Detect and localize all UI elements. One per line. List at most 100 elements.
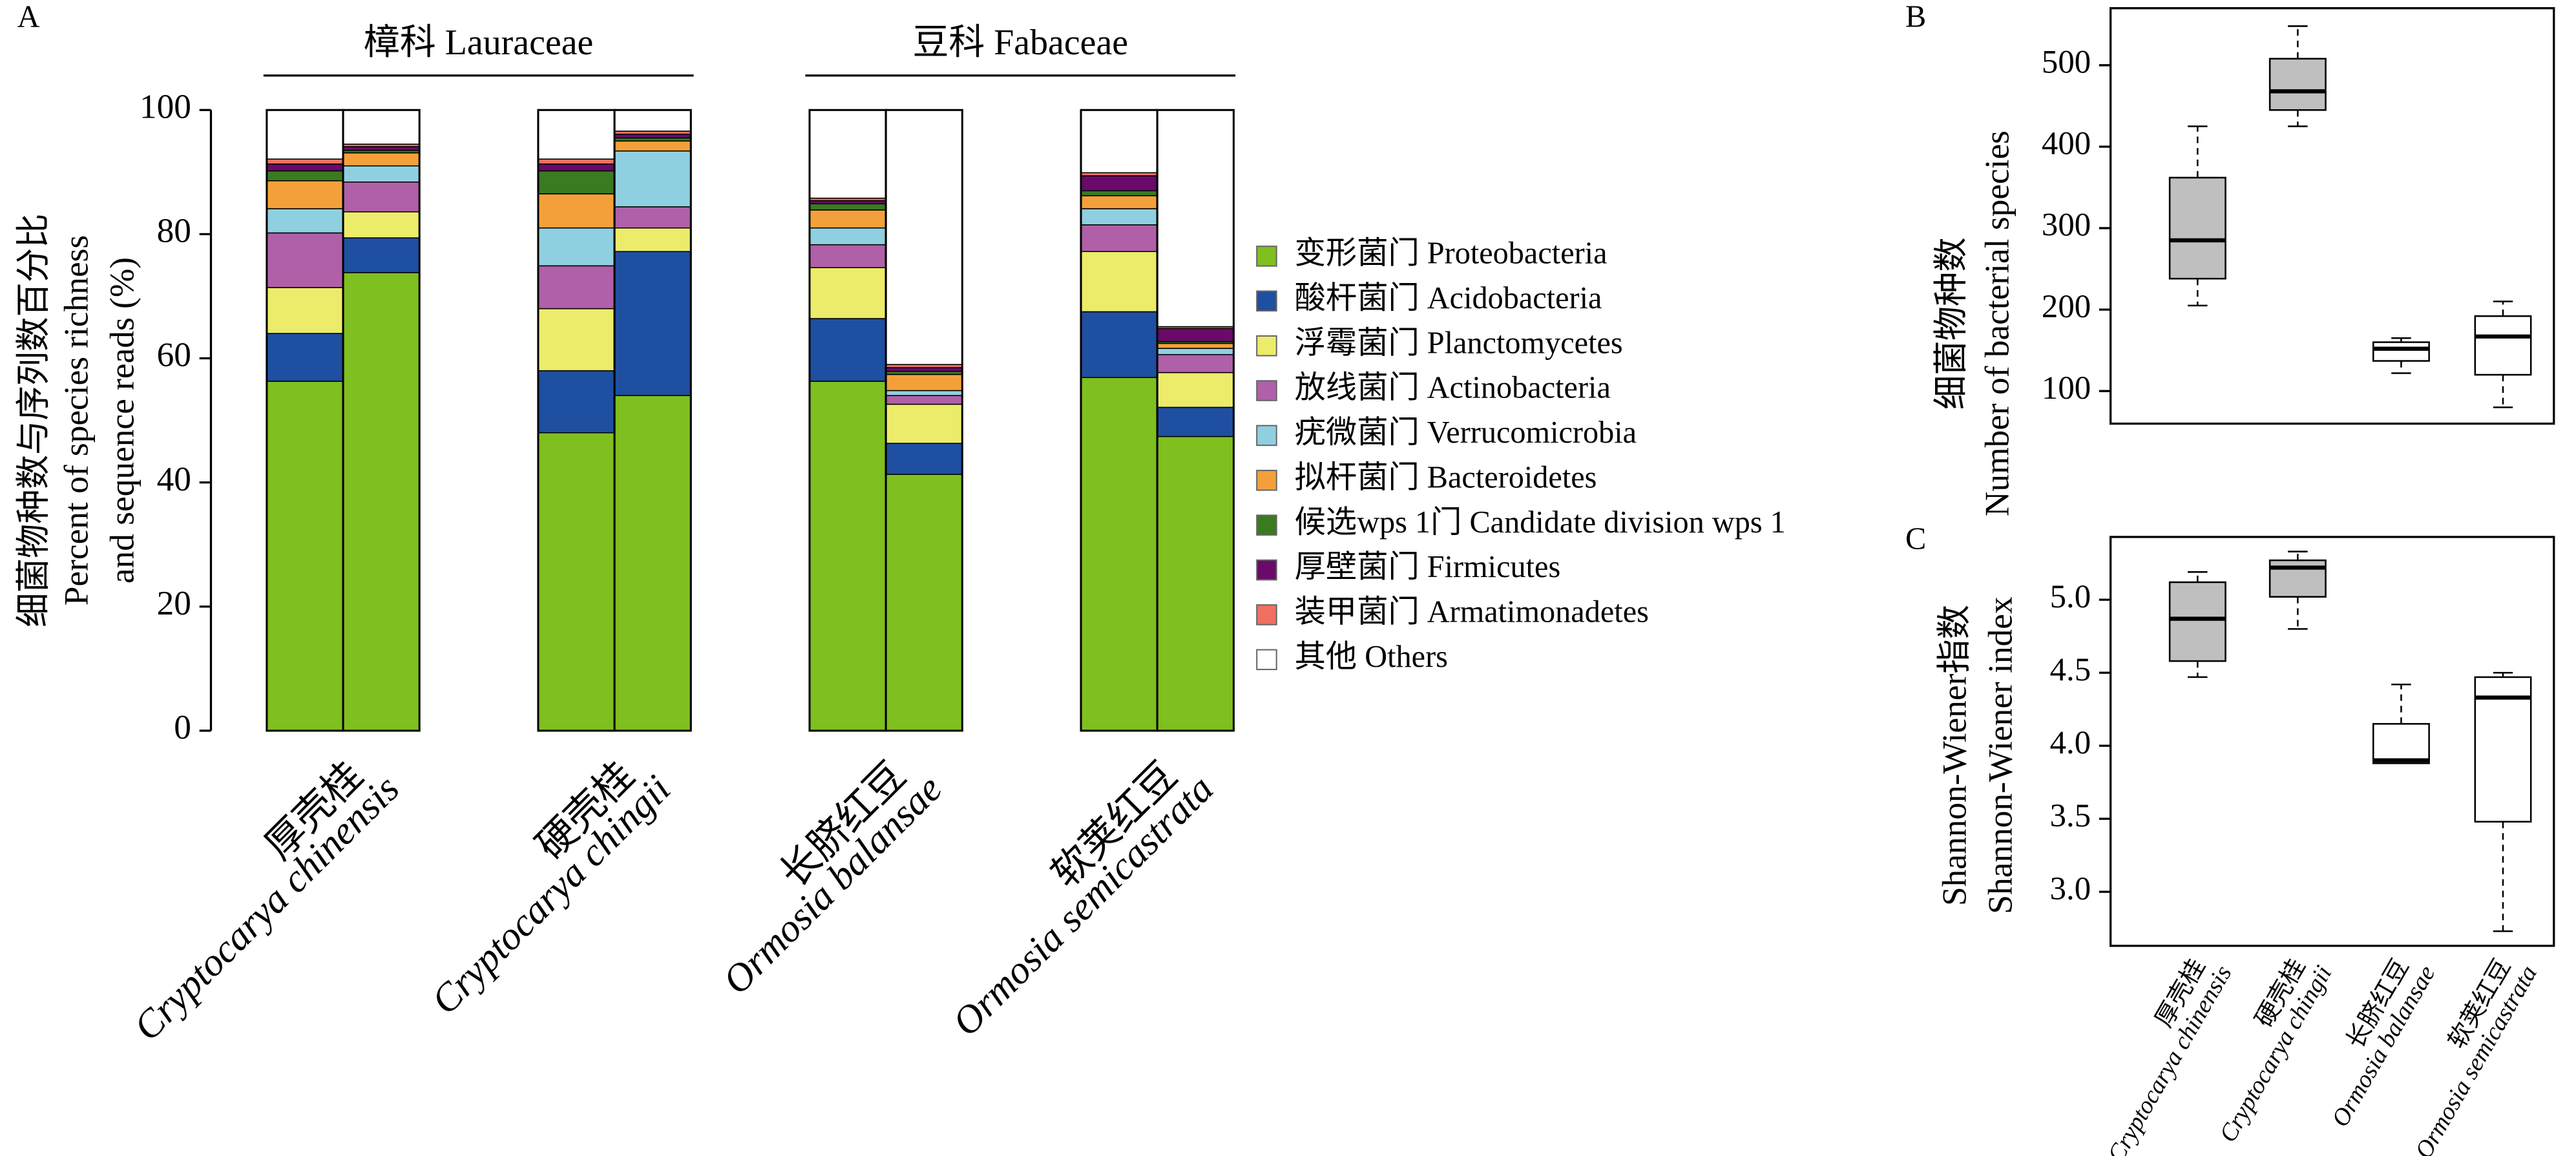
bar-segment: [885, 390, 963, 396]
bar-segment: [538, 193, 615, 229]
box: [2168, 581, 2226, 662]
bar-segment: [614, 395, 692, 731]
box: [2474, 315, 2532, 376]
bar-segment: [614, 133, 692, 139]
y-axis-label: and sequence reads (%): [103, 257, 141, 583]
legend-swatch: [1256, 514, 1277, 536]
bar-segment: [614, 206, 692, 229]
bar-segment: [1080, 377, 1158, 731]
legend-label: 变形菌门 Proteobacteria: [1295, 236, 1607, 271]
bar-outline: [613, 109, 692, 732]
bar-segment: [266, 180, 344, 209]
y-tick-label: 5.0: [2050, 578, 2091, 615]
bar-outline: [885, 109, 963, 732]
y-axis-label: 细菌物种数: [1931, 237, 1970, 410]
y-tick-label: 200: [2042, 288, 2091, 324]
box: [2474, 676, 2532, 823]
bar-segment: [342, 152, 420, 167]
plot-frame: [2109, 7, 2555, 425]
y-axis-label: Percent of species richness: [56, 235, 95, 605]
legend-swatch: [1256, 380, 1277, 401]
legend-label: 拟杆菌门 Bacteroidetes: [1295, 460, 1597, 494]
legend-label: 浮霉菌门 Planctomycetes: [1295, 326, 1623, 360]
bar-segment: [266, 333, 344, 382]
bar-segment: [809, 227, 886, 246]
box: [2372, 341, 2430, 362]
bar-segment: [809, 244, 886, 269]
bar-segment: [538, 370, 615, 434]
bar-segment: [538, 163, 615, 172]
group-latin: Ormosia semicastrata: [945, 767, 1222, 1044]
bar-outline: [1156, 109, 1235, 732]
y-tick-label: 300: [2042, 207, 2091, 243]
bar-segment: [809, 267, 886, 319]
bar-segment: [538, 265, 615, 310]
bar-segment: [614, 109, 692, 132]
bar-segment: [266, 170, 344, 182]
legend-label: 其他 Others: [1295, 640, 1448, 674]
bar-segment: [1080, 190, 1158, 196]
bar-segment: [1080, 251, 1158, 313]
bar-segment: [1080, 175, 1158, 191]
bar-segment: [809, 381, 886, 731]
bar-segment: [342, 272, 420, 731]
legend-swatch: [1256, 470, 1277, 491]
bar-segment: [538, 432, 615, 731]
legend-swatch: [1256, 425, 1277, 447]
y-tick-label: 20: [157, 583, 191, 622]
family-label: 豆科 Fabaceae: [912, 23, 1128, 63]
y-tick-label: 80: [157, 211, 191, 250]
bar-segment: [1157, 353, 1235, 373]
y-tick-label: 3.0: [2050, 870, 2091, 907]
bar-segment: [342, 146, 420, 151]
panel-letter: B: [1905, 0, 1926, 34]
bar-segment: [266, 158, 344, 165]
panel-letter: C: [1905, 522, 1926, 556]
legend-label: 酸杆菌门 Acidobacteria: [1295, 281, 1602, 315]
bar-segment: [266, 287, 344, 334]
y-tick-label: 500: [2042, 44, 2091, 80]
bar-segment: [266, 232, 344, 288]
bar-segment: [342, 165, 420, 183]
y-tick-label: 40: [157, 459, 191, 498]
group-latin: Ormosia balansae: [715, 767, 950, 1003]
box: [2372, 722, 2430, 764]
bar-segment: [266, 109, 344, 160]
bar-segment: [614, 140, 692, 152]
y-tick-label: 0: [174, 708, 191, 746]
bar-segment: [1080, 109, 1158, 174]
y-tick-label: 100: [2042, 370, 2091, 406]
bar-segment: [885, 403, 963, 444]
bar-segment: [538, 227, 615, 267]
bar-segment: [538, 158, 615, 165]
bar-outline: [342, 109, 421, 732]
bar-segment: [266, 163, 344, 172]
y-tick-label: 3.5: [2050, 797, 2091, 834]
bar-segment: [1080, 208, 1158, 226]
legend-label: 放线菌门 Actinobacteria: [1295, 371, 1611, 405]
legend-label: 候选wps 1门 Candidate division wps 1: [1295, 505, 1786, 540]
bar-segment: [1157, 328, 1235, 342]
bar-segment: [809, 203, 886, 211]
bar-segment: [809, 209, 886, 229]
bar-segment: [1157, 406, 1235, 437]
y-axis-label: 细菌物种数与序列数百分比: [14, 213, 52, 627]
bar-segment: [266, 381, 344, 731]
bar-segment: [885, 443, 963, 475]
bar-segment: [1157, 436, 1235, 731]
bar-segment: [342, 109, 420, 145]
bar-segment: [1080, 311, 1158, 379]
bar-segment: [885, 395, 963, 405]
y-tick-label: 400: [2042, 125, 2091, 162]
legend-swatch: [1256, 604, 1277, 625]
y-tick-label: 100: [140, 87, 191, 126]
plot-frame: [2109, 536, 2555, 947]
bar-segment: [1157, 372, 1235, 408]
legend-label: 装甲菌门 Armatimonadetes: [1295, 595, 1649, 629]
y-axis-label: Shannon-Wiener index: [1981, 596, 2020, 914]
bar-segment: [885, 109, 963, 365]
panel-letter: A: [17, 0, 40, 34]
bar-segment: [538, 308, 615, 372]
